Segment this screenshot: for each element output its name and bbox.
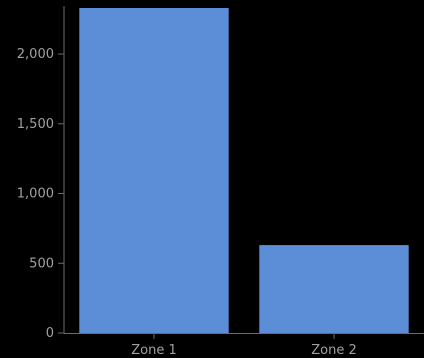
y-tick-label: 1,500	[17, 117, 54, 132]
y-tick-label: 0	[46, 326, 54, 341]
y-tick-label: 2,000	[17, 47, 54, 62]
y-tick-label: 1,000	[17, 187, 54, 202]
y-tick-label: 500	[29, 256, 54, 271]
x-axis-ticks: Zone 1 Zone 2	[131, 333, 357, 358]
bar-zone-1	[79, 8, 229, 333]
bar-group	[79, 8, 409, 333]
chart-axes	[63, 6, 424, 334]
x-tick-label: Zone 1	[131, 343, 177, 358]
bar-zone-2	[259, 245, 409, 333]
x-tick-label: Zone 2	[311, 343, 357, 358]
y-axis-ticks: 0 500 1,000 1,500 2,000	[17, 47, 64, 341]
